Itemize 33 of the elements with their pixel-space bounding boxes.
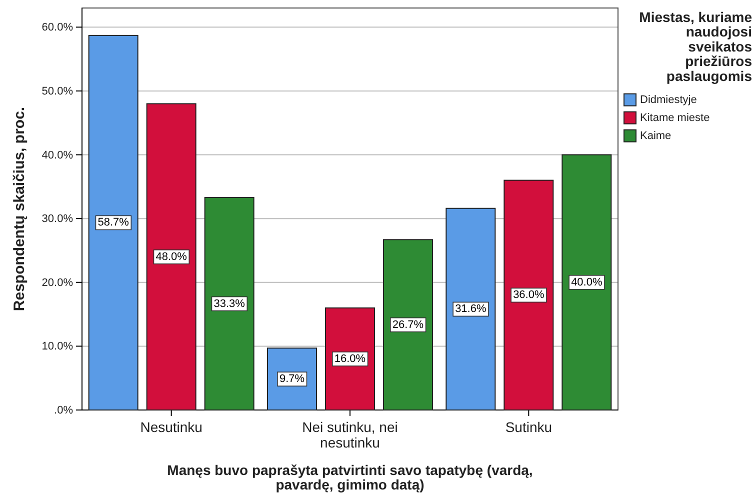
legend-label: Kaime — [640, 130, 672, 142]
y-tick-label: 60.0% — [42, 22, 74, 34]
bar — [504, 180, 554, 410]
x-tick-label: Sutinku — [505, 419, 552, 435]
y-axis-title: Respondentų skaičius, proc. — [11, 106, 28, 312]
data-label: 40.0% — [571, 276, 602, 288]
x-tick-label: Nesutinku — [140, 419, 202, 435]
x-tick-label: Nei sutinku, nei nesutinku — [302, 419, 398, 450]
bar — [204, 197, 254, 410]
y-tick-label: .0% — [54, 404, 74, 417]
x-axis-title: Manęs buvo paprašyta patvirtinti savo tapatybę (vardą, pavardę, gimimo datą) — [167, 462, 533, 493]
bar — [383, 239, 433, 410]
data-label: 33.3% — [214, 298, 246, 310]
legend-label: Kitame mieste — [640, 112, 710, 124]
bar — [325, 307, 375, 410]
y-tick-label: 50.0% — [42, 85, 74, 98]
y-tick-label: 40.0% — [42, 149, 74, 162]
bar — [88, 34, 138, 410]
y-tick-label: 30.0% — [42, 213, 74, 226]
legend-title: Miestas, kuriame naudojosi sveikatos priežiūros paslaugomis — [639, 9, 752, 84]
legend-label: Didmiestyje — [640, 94, 697, 106]
data-label: 9.7% — [279, 373, 305, 386]
data-label: 31.6% — [455, 303, 486, 316]
data-label: 16.0% — [334, 352, 366, 365]
y-tick-label: 10.0% — [42, 340, 74, 353]
data-label: 26.7% — [392, 318, 424, 331]
bar — [562, 154, 612, 410]
bar — [146, 103, 196, 410]
bar — [446, 208, 496, 410]
y-tick-label: 20.0% — [42, 276, 74, 289]
data-label: 58.7% — [98, 216, 130, 229]
data-label: 36.0% — [513, 289, 544, 302]
data-label: 48.0% — [156, 250, 188, 263]
